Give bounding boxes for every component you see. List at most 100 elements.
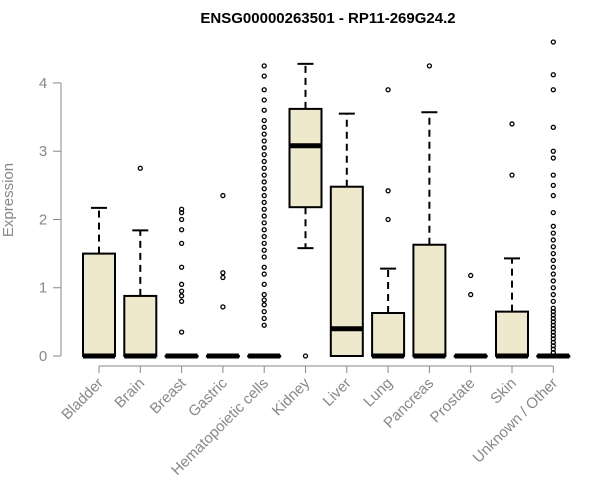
outlier-point — [261, 199, 267, 206]
outlier-point — [468, 291, 474, 298]
outlier-point — [261, 145, 267, 151]
outlier-point — [261, 107, 267, 113]
outlier-point — [261, 97, 267, 103]
outlier-point — [220, 274, 226, 281]
outlier-point — [261, 63, 267, 69]
outlier-point — [550, 244, 556, 250]
outlier-point — [261, 233, 267, 240]
outlier-point — [550, 148, 556, 154]
outlier-point — [178, 227, 185, 233]
outlier-point — [261, 220, 267, 226]
box-bladder — [82, 206, 116, 359]
outlier-point — [550, 285, 556, 291]
outlier-point — [261, 247, 267, 253]
outlier-point — [550, 87, 556, 93]
outlier-point — [178, 288, 185, 294]
y-tick-label: 1 — [39, 280, 47, 297]
box-kidney — [288, 62, 323, 359]
outlier-point — [550, 305, 556, 311]
outlier-point — [261, 291, 267, 298]
box-body — [495, 310, 529, 357]
x-tick-label: Bladder — [58, 375, 107, 424]
outlier-point — [550, 172, 556, 178]
y-tick-label: 3 — [39, 143, 47, 160]
outlier-point — [261, 131, 267, 137]
box-lung — [371, 87, 406, 359]
y-tick-label: 0 — [39, 348, 47, 365]
outlier-point — [550, 257, 556, 264]
outlier-point — [550, 230, 556, 236]
box-body — [371, 311, 406, 358]
outlier-point — [261, 227, 267, 233]
outlier-point — [385, 87, 391, 93]
outlier-point — [137, 165, 143, 171]
box-breast — [164, 206, 199, 359]
box-body — [123, 294, 158, 357]
outlier-point — [178, 281, 185, 287]
outlier-point — [261, 302, 267, 308]
outlier-point — [550, 210, 556, 216]
outlier-point — [261, 73, 267, 79]
outlier-point — [550, 237, 556, 243]
box-unknown-other — [536, 39, 571, 359]
outlier-point — [178, 329, 185, 335]
box-prostate — [453, 272, 488, 359]
box-body — [82, 252, 116, 357]
outlier-point — [261, 240, 267, 247]
outlier-point — [550, 298, 556, 305]
outlier-point — [261, 151, 267, 158]
outlier-point — [550, 271, 556, 277]
outlier-point — [261, 297, 267, 303]
outlier-point — [509, 121, 515, 127]
outlier-point — [261, 179, 267, 185]
box-liver — [329, 112, 364, 357]
y-axis-title: Expression — [0, 163, 17, 237]
box-pancreas — [412, 63, 447, 359]
outlier-point — [261, 124, 267, 130]
outlier-point — [220, 270, 226, 276]
outlier-point — [550, 192, 556, 199]
outlier-point — [261, 264, 267, 270]
outlier-point — [178, 298, 185, 305]
outlier-point — [261, 138, 267, 144]
outlier-point — [220, 192, 226, 199]
x-tick-label: Prostate — [427, 375, 479, 427]
outlier-point — [178, 240, 185, 247]
outlier-point — [261, 308, 267, 315]
outlier-point — [261, 172, 267, 178]
outlier-point — [385, 216, 391, 223]
y-tick-label: 4 — [39, 75, 47, 92]
outlier-point — [509, 172, 515, 178]
outlier-point — [178, 264, 185, 270]
outlier-point — [550, 278, 556, 284]
outlier-point — [385, 188, 391, 194]
outlier-point — [261, 87, 267, 93]
outlier-point — [261, 254, 267, 260]
outlier-point — [550, 223, 556, 229]
outlier-point — [550, 291, 556, 298]
outlier-point — [261, 322, 267, 328]
x-tick-label: Brain — [111, 375, 148, 412]
outlier-point — [261, 206, 267, 212]
box-brain — [123, 165, 158, 359]
y-tick-label: 2 — [39, 211, 47, 228]
outlier-point — [178, 216, 185, 223]
outlier-point — [261, 117, 267, 124]
box-body — [412, 243, 447, 358]
x-tick-label: Breast — [147, 374, 190, 417]
x-tick-label: Skin — [487, 375, 520, 408]
outlier-point — [550, 182, 556, 188]
outlier-point — [178, 293, 185, 299]
plot-area — [82, 39, 571, 359]
outlier-point — [468, 272, 474, 279]
chart-title: ENSG00000263501 - RP11-269G24.2 — [200, 10, 455, 27]
outlier-point — [550, 124, 556, 130]
outlier-point — [261, 281, 267, 287]
outlier-point — [220, 304, 226, 310]
outlier-point — [302, 353, 309, 359]
y-axis: 0 1 2 3 4 — [39, 75, 62, 365]
outlier-point — [550, 264, 556, 270]
box-hematopoietic-cells — [247, 63, 282, 359]
outlier-point — [261, 165, 267, 171]
